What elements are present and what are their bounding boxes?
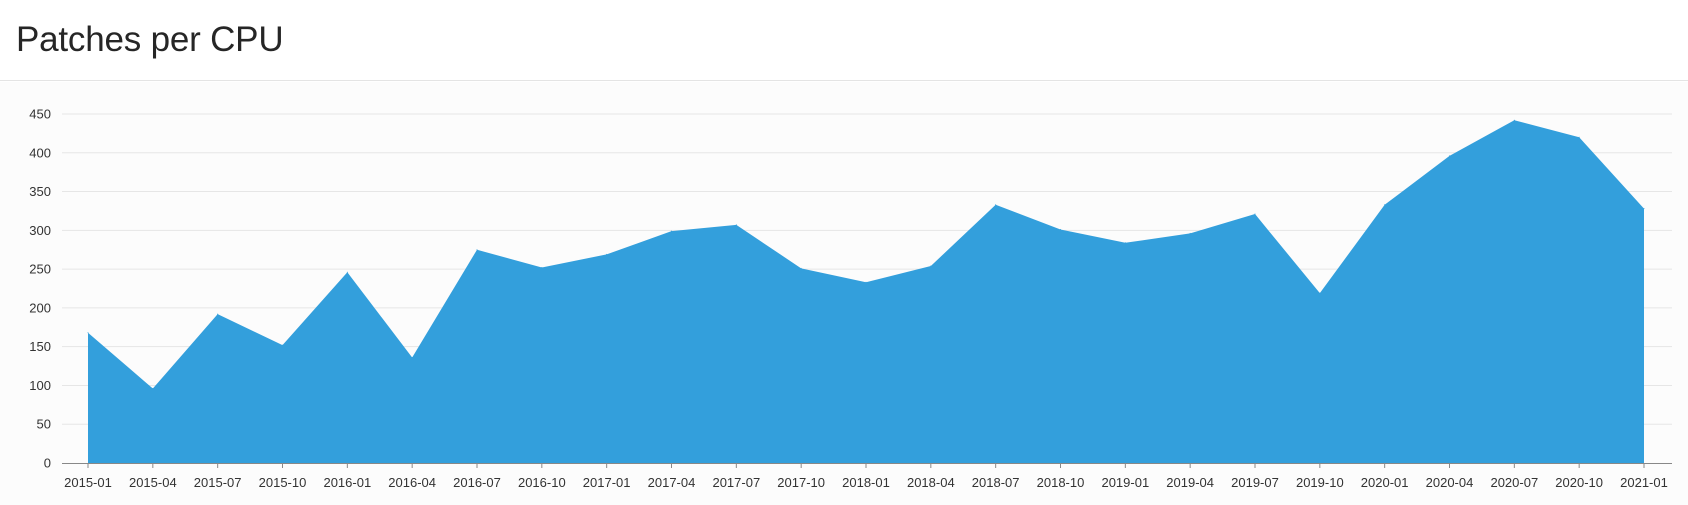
data-point (1384, 204, 1386, 206)
y-tick-labels: 0 50 100 150 200 250 300 350 400 450 (29, 107, 51, 471)
data-point (800, 267, 802, 269)
data-point (411, 357, 413, 359)
x-tick-label: 2015-10 (259, 475, 307, 490)
x-tick-label: 2020-01 (1361, 475, 1409, 490)
y-tick-label: 450 (29, 107, 51, 122)
data-point (930, 265, 932, 267)
y-tick-label: 350 (29, 184, 51, 199)
y-tick-label: 150 (29, 339, 51, 354)
area-fill (88, 120, 1644, 464)
x-tick-label: 2018-07 (972, 475, 1020, 490)
data-point (1124, 242, 1126, 244)
data-point (87, 332, 89, 334)
y-tick-label: 50 (37, 417, 51, 432)
data-point (606, 253, 608, 255)
x-tick-label: 2018-10 (1037, 475, 1085, 490)
x-tick-label: 2017-04 (648, 475, 696, 490)
data-point (671, 230, 672, 232)
data-point (1513, 119, 1515, 121)
axes (62, 463, 1672, 468)
x-tick-label: 2020-07 (1490, 475, 1538, 490)
data-point (541, 267, 543, 269)
data-point (1449, 155, 1450, 157)
data-point (346, 271, 348, 273)
y-tick-label: 250 (29, 262, 51, 277)
data-point (1578, 136, 1580, 138)
x-tick-labels: 2015-01 2015-04 2015-07 2015-10 2016-01 2016-… (64, 475, 1668, 490)
data-point (1254, 213, 1256, 215)
x-tick-label: 2021-01 (1620, 475, 1668, 490)
x-tick-label: 2018-01 (842, 475, 890, 490)
y-tick-label: 300 (29, 223, 51, 238)
data-point (735, 224, 737, 226)
data-point (217, 313, 219, 315)
x-tick-label: 2016-10 (518, 475, 566, 490)
x-tick-label: 2019-01 (1101, 475, 1149, 490)
data-point (1643, 208, 1645, 210)
x-tick-label: 2015-07 (194, 475, 242, 490)
data-point (152, 388, 154, 390)
x-tick-label: 2020-04 (1426, 475, 1474, 490)
x-tick-label: 2017-07 (712, 475, 760, 490)
x-tick-label: 2018-04 (907, 475, 955, 490)
chart-area: 0 50 100 150 200 250 300 350 400 450 2015-01 2015-… (0, 82, 1688, 505)
x-tick-label: 2020-10 (1555, 475, 1603, 490)
x-tick-label: 2015-04 (129, 475, 177, 490)
data-point (476, 249, 478, 251)
x-tick-label: 2017-01 (583, 475, 631, 490)
data-point (1189, 232, 1191, 234)
page-header: Patches per CPU (0, 0, 1688, 81)
data-point (282, 344, 283, 346)
y-tick-label: 0 (44, 456, 51, 471)
y-tick-label: 200 (29, 300, 51, 315)
x-tick-label: 2016-04 (388, 475, 436, 490)
data-point (865, 281, 867, 283)
x-tick-label: 2016-07 (453, 475, 501, 490)
data-point (1319, 292, 1321, 294)
x-tick-label: 2019-07 (1231, 475, 1279, 490)
x-tick-label: 2015-01 (64, 475, 112, 490)
area-series (87, 119, 1645, 464)
x-tick-label: 2019-10 (1296, 475, 1344, 490)
x-tick-label: 2019-04 (1166, 475, 1214, 490)
page-title: Patches per CPU (16, 20, 284, 59)
x-tick-label: 2017-10 (777, 475, 825, 490)
y-tick-label: 100 (29, 378, 51, 393)
data-point (1060, 229, 1061, 231)
x-tick-label: 2016-01 (323, 475, 371, 490)
data-point (995, 204, 997, 206)
y-tick-label: 400 (29, 145, 51, 160)
